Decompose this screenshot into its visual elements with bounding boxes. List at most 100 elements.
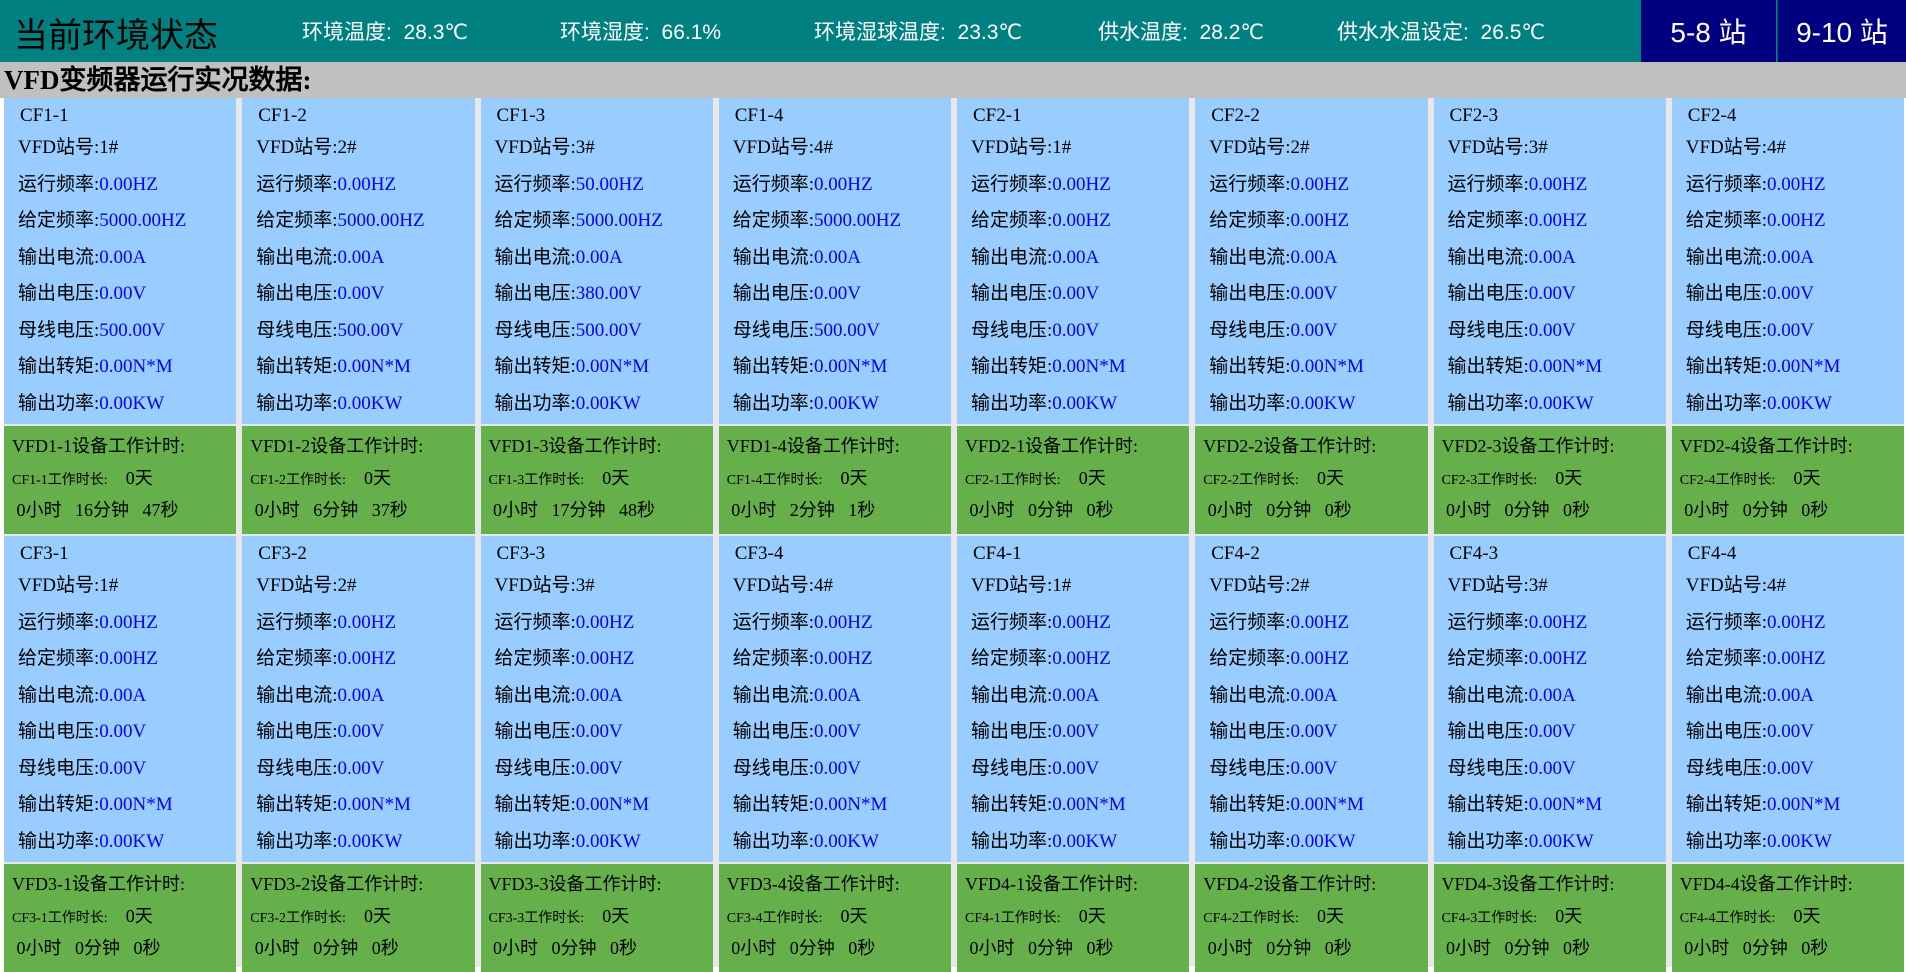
hours-value: 0 bbox=[16, 938, 26, 958]
duration-label: 工作时长: bbox=[524, 911, 585, 926]
vfd-card-cf3-2: CF3-2 VFD站号:2# 运行频率:0.00HZ 给定频率:0.00HZ 输出电流:… bbox=[242, 536, 475, 862]
field-label: 运行频率: bbox=[256, 611, 338, 633]
card-title: CF4-2 bbox=[1211, 543, 1260, 564]
seconds-value: 37 bbox=[371, 500, 390, 520]
field-value: 0.00A bbox=[1767, 246, 1815, 268]
field-value: 1# bbox=[99, 575, 119, 596]
row-out-volt: 输出电压:0.00V bbox=[1448, 714, 1666, 751]
env-value: 66.1% bbox=[661, 21, 722, 44]
field-value: 0.00N*M bbox=[1290, 794, 1364, 815]
field-value: 0.00V bbox=[575, 757, 623, 779]
duration-label: 工作时长: bbox=[47, 473, 108, 488]
days-value: 0 bbox=[1078, 906, 1088, 926]
timer-duration-days: CF3-4工作时长: 0天 bbox=[727, 900, 951, 932]
card-title: CF3-1 bbox=[20, 543, 69, 564]
field-label: 给定频率: bbox=[1685, 210, 1768, 231]
days-unit: 天 bbox=[372, 906, 391, 926]
row-run-freq: 运行频率:0.00HZ bbox=[971, 167, 1189, 204]
duration-cf: CF2-1 bbox=[965, 473, 1001, 488]
seconds-unit: 秒 bbox=[1810, 938, 1829, 958]
field-value: 0.00N*M bbox=[1528, 794, 1603, 815]
minutes-value: 0 bbox=[1266, 500, 1276, 520]
field-value: 4# bbox=[1767, 137, 1787, 158]
minutes-value: 0 bbox=[551, 938, 561, 958]
field-value: 0.00V bbox=[814, 757, 862, 779]
row-run-freq: 运行频率:0.00HZ bbox=[1448, 167, 1666, 204]
field-value: 0.00HZ bbox=[1528, 173, 1588, 195]
row-station: VFD站号:4# bbox=[1686, 130, 1904, 167]
row-out-volt: 输出电压:0.00V bbox=[18, 276, 236, 313]
field-value: 0.00N*M bbox=[337, 356, 411, 377]
field-value: 0.00V bbox=[1052, 319, 1100, 341]
field-label: 输出电流: bbox=[256, 246, 338, 268]
field-label: 输出电压: bbox=[1685, 721, 1768, 742]
row-bus-volt: 母线电压:500.00V bbox=[495, 313, 713, 350]
row-power: 输出功率:0.00KW bbox=[495, 824, 713, 861]
days-value: 0 bbox=[840, 468, 850, 488]
card-title: CF2-2 bbox=[1211, 105, 1260, 126]
row-set-freq: 给定频率:0.00HZ bbox=[971, 203, 1189, 240]
minutes-value: 0 bbox=[75, 938, 84, 958]
row-current: 输出电流:0.00A bbox=[18, 240, 236, 277]
field-label: 输出功率: bbox=[494, 392, 576, 414]
days-unit: 天 bbox=[134, 906, 153, 926]
row-current: 输出电流:0.00A bbox=[733, 678, 951, 715]
field-label: VFD站号: bbox=[18, 575, 100, 596]
hours-unit: 小时 bbox=[1455, 938, 1491, 958]
section-title: VFD变频器运行实况数据: bbox=[0, 62, 1906, 98]
minutes-value: 0 bbox=[789, 938, 799, 958]
timer-card-vfd1-1: VFD1-1设备工作计时: CF1-1工作时长: 0天 0小时 16分钟 47秒 bbox=[4, 426, 237, 534]
field-value: 4# bbox=[814, 137, 834, 158]
timer-label: 设备工作计时: bbox=[1501, 436, 1615, 456]
env-label: 供水水温设定: bbox=[1337, 21, 1469, 44]
seconds-value: 0 bbox=[610, 938, 619, 958]
station-5-8-button[interactable]: 5-8 站 bbox=[1641, 0, 1776, 62]
row-bus-volt: 母线电压:0.00V bbox=[971, 313, 1189, 350]
field-value: 0.00A bbox=[337, 684, 385, 706]
vfd-card-cf4-3: CF4-3 VFD站号:3# 运行频率:0.00HZ 给定频率:0.00HZ 输出电流:… bbox=[1433, 536, 1666, 862]
field-label: 给定频率: bbox=[256, 210, 338, 231]
row-current: 输出电流:0.00A bbox=[733, 240, 951, 277]
field-value: 0.00HZ bbox=[1528, 648, 1588, 669]
row-power: 输出功率:0.00KW bbox=[18, 386, 236, 423]
minutes-unit: 分钟 bbox=[798, 938, 835, 958]
row-station: VFD站号:1# bbox=[971, 130, 1189, 167]
station-9-10-button[interactable]: 9-10 站 bbox=[1777, 0, 1906, 62]
duration-label: 工作时长: bbox=[1477, 911, 1538, 926]
field-value: 0.00A bbox=[575, 246, 623, 268]
field-label: 输出电压: bbox=[1685, 283, 1768, 304]
duration-cf: CF3-1 bbox=[12, 911, 48, 926]
row-run-freq: 运行频率:0.00HZ bbox=[1209, 605, 1427, 642]
env-label: 环境湿度: bbox=[560, 21, 650, 44]
field-value: 0.00V bbox=[814, 283, 862, 304]
field-label: 母线电压: bbox=[732, 757, 815, 779]
field-value: 0.00KW bbox=[1290, 830, 1356, 852]
field-label: 给定频率: bbox=[1447, 210, 1529, 231]
field-value: 1# bbox=[1052, 575, 1072, 596]
row-current: 输出电流:0.00A bbox=[1448, 240, 1666, 277]
row-run-freq: 运行频率:0.00HZ bbox=[18, 167, 236, 204]
row-bus-volt: 母线电压:0.00V bbox=[1209, 313, 1427, 350]
timer-card-vfd1-4: VFD1-4设备工作计时: CF1-4工作时长: 0天 0小时 2分钟 1秒 bbox=[718, 426, 951, 534]
duration-label: 工作时长: bbox=[762, 473, 823, 488]
field-value: 0.00KW bbox=[99, 392, 165, 414]
card-title: CF2-3 bbox=[1449, 105, 1499, 126]
field-value: 0.00A bbox=[337, 246, 385, 268]
duration-cf: CF1-1 bbox=[12, 473, 48, 488]
row-set-freq: 给定频率:5000.00HZ bbox=[18, 203, 236, 240]
field-label: 输出电流: bbox=[1209, 684, 1291, 706]
row-run-freq: 运行频率:0.00HZ bbox=[733, 605, 951, 642]
row-set-freq: 给定频率:0.00HZ bbox=[971, 641, 1189, 678]
minutes-unit: 分钟 bbox=[560, 938, 597, 958]
timer-label: 设备工作计时: bbox=[548, 436, 662, 456]
field-label: 给定频率: bbox=[1209, 210, 1291, 231]
duration-label: 工作时长: bbox=[286, 911, 346, 926]
row-torque: 输出转矩:0.00N*M bbox=[495, 787, 713, 824]
field-label: 运行频率: bbox=[1209, 173, 1291, 195]
duration-label: 工作时长: bbox=[1715, 473, 1776, 488]
row-power: 输出功率:0.00KW bbox=[1448, 824, 1666, 861]
hours-unit: 小时 bbox=[25, 938, 62, 958]
timer-title: VFD3-3设备工作计时: bbox=[489, 868, 713, 900]
field-label: 运行频率: bbox=[494, 173, 576, 195]
timer-label: 设备工作计时: bbox=[1263, 874, 1377, 894]
